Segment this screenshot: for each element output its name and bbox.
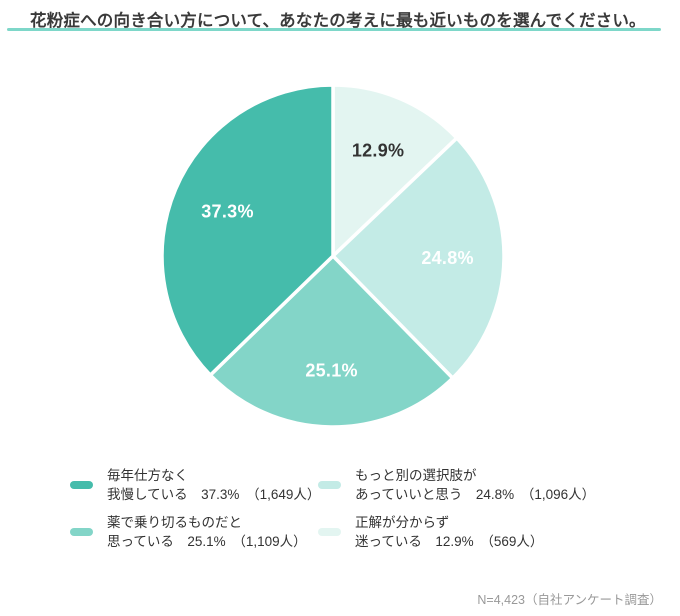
legend-swatch-kusuri (70, 528, 93, 536)
legend-item-sentakushi: もっと別の選択肢が あっていいと思う 24.8% （1,096人） (318, 466, 595, 504)
pie-chart-svg: 12.9% 24.8% 25.1% 37.3% (160, 83, 506, 429)
legend-label-line1: 毎年仕方なく (107, 468, 188, 483)
legend-swatch-sentakushi (318, 481, 341, 489)
sample-size-note: N=4,423（自社アンケート調査） (477, 593, 662, 607)
pie-slice-label: 37.3% (201, 201, 254, 221)
legend-label-sentakushi: もっと別の選択肢が あっていいと思う 24.8% （1,096人） (355, 466, 595, 504)
legend-label-gaman: 毎年仕方なく 我慢している 37.3% （1,649人） (107, 466, 320, 504)
legend-label-line2: 思っている 25.1% （1,109人） (107, 534, 307, 549)
pie-slice (160, 83, 335, 377)
legend-item-gaman: 毎年仕方なく 我慢している 37.3% （1,649人） (70, 466, 320, 504)
pie-slice (331, 83, 459, 258)
pie-slice-label: 12.9% (352, 141, 405, 161)
legend-label-line2: 迷っている 12.9% （569人） (355, 534, 544, 549)
legend-label-line1: 正解が分からず (355, 515, 450, 530)
legend-label-mayou: 正解が分からず 迷っている 12.9% （569人） (355, 513, 543, 551)
legend-swatch-gaman (70, 481, 93, 489)
pie-slice-label: 25.1% (305, 361, 358, 381)
legend-item-kusuri: 薬で乗り切るものだと 思っている 25.1% （1,109人） (70, 513, 318, 551)
pie-slice (331, 136, 506, 380)
title-underline (7, 28, 661, 31)
legend-label-line1: もっと別の選択肢が (355, 468, 477, 483)
legend-item-mayou: 正解が分からず 迷っている 12.9% （569人） (318, 513, 595, 551)
chart-legend: 毎年仕方なく 我慢している 37.3% （1,649人） 薬で乗り切るものだと … (70, 466, 595, 551)
pie-slice-label: 24.8% (421, 248, 474, 268)
pie-slice (208, 254, 455, 429)
page-title: 花粉症への向き合い方について、あなたの考えに最も近いものを選んでください。 (30, 12, 646, 30)
legend-label-line2: あっていいと思う 24.8% （1,096人） (355, 487, 596, 502)
legend-label-kusuri: 薬で乗り切るものだと 思っている 25.1% （1,109人） (107, 513, 307, 551)
legend-swatch-mayou (318, 528, 341, 536)
legend-label-line2: 我慢している 37.3% （1,649人） (107, 487, 321, 502)
legend-label-line1: 薬で乗り切るものだと (107, 515, 242, 530)
